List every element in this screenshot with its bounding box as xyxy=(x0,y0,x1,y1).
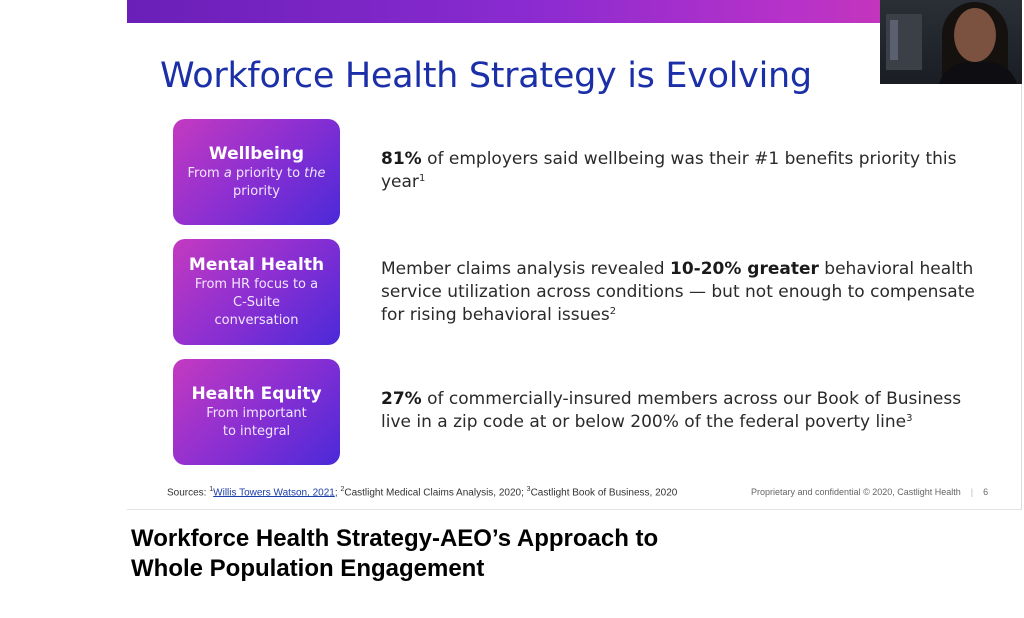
card-title: Health Equity xyxy=(191,384,322,404)
caption-line-1: Workforce Health Strategy-AEO’s Approach… xyxy=(131,525,659,552)
background-shelf-detail xyxy=(890,20,898,60)
presentation-slide: Workforce Health Strategy is Evolving We… xyxy=(127,0,1022,510)
description-mental-health: Member claims analysis revealed 10-20% g… xyxy=(381,259,975,325)
caption-line-2: Whole Population Engagement xyxy=(131,555,485,582)
card-subtitle: From important to integral xyxy=(206,406,307,439)
source-link[interactable]: Willis Towers Watson, 2021 xyxy=(213,487,335,499)
slide-title: Workforce Health Strategy is Evolving xyxy=(160,56,812,96)
confidential-notice: Proprietary and confidential © 2020, Cas… xyxy=(751,487,961,497)
presenter-face xyxy=(954,8,996,62)
card-health-equity: Health Equity From important to integral xyxy=(173,359,340,465)
card-subtitle: From a priority to the priority xyxy=(187,166,326,199)
card-subtitle: From HR focus to a C-Suite conversation xyxy=(194,277,319,328)
slide-footer: Proprietary and confidential © 2020, Cas… xyxy=(751,487,989,497)
card-title: Mental Health xyxy=(188,255,325,275)
page-number: 6 xyxy=(983,487,989,497)
sources-footnote: Sources: 1Willis Towers Watson, 2021; 2C… xyxy=(167,486,678,499)
description-wellbeing: 81% of employers said wellbeing was thei… xyxy=(381,149,957,192)
description-health-equity: 27% of commercially-insured members acro… xyxy=(381,389,962,432)
slide-header-bar xyxy=(127,0,1021,23)
card-title: Wellbeing xyxy=(208,144,305,164)
webcam-video-thumbnail[interactable] xyxy=(880,0,1022,84)
video-caption: Workforce Health Strategy-AEO’s Approach… xyxy=(131,524,658,584)
card-mental-health: Mental Health From HR focus to a C-Suite… xyxy=(173,239,340,345)
card-wellbeing: Wellbeing From a priority to the priorit… xyxy=(173,119,340,225)
presenter-shirt xyxy=(938,62,1018,84)
